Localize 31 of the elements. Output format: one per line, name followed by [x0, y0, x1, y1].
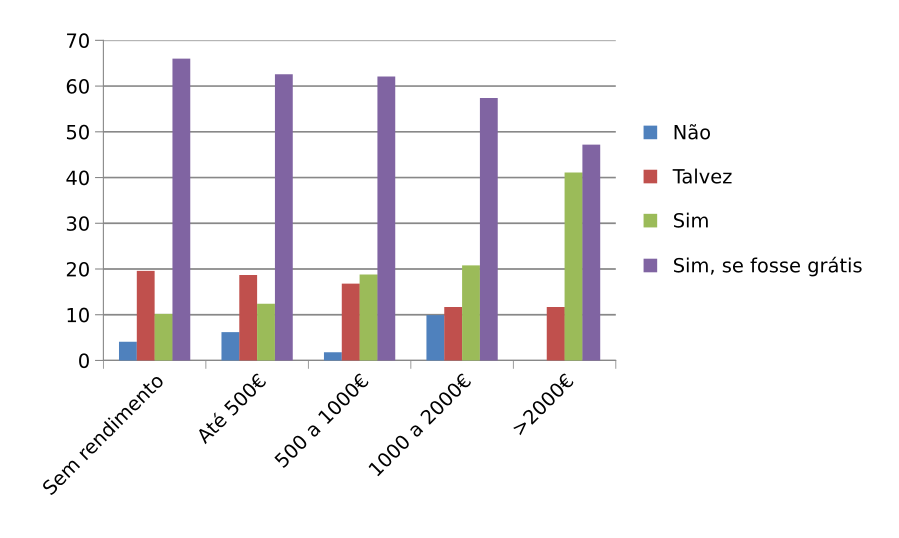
legend-label: Sim	[674, 212, 708, 228]
y-tick-label: 50	[66, 124, 89, 140]
y-tick-label: 20	[66, 262, 89, 277]
bar	[342, 284, 360, 360]
bar	[221, 332, 240, 360]
legend-label: Talvez	[672, 168, 732, 184]
bar	[324, 352, 342, 360]
y-tick-label: 60	[66, 79, 89, 94]
bar	[564, 172, 582, 360]
y-tick-label: 0	[79, 353, 89, 368]
bar	[426, 315, 444, 360]
y-tick-label: 10	[68, 308, 89, 322]
bar	[582, 144, 600, 360]
bar	[136, 270, 155, 360]
bar	[118, 342, 137, 360]
bar	[462, 265, 480, 360]
bar	[360, 274, 378, 360]
bar	[377, 76, 396, 360]
y-tick-label: 30	[66, 216, 89, 231]
bar	[154, 314, 172, 360]
bar	[172, 58, 190, 360]
bar	[444, 306, 462, 360]
bar	[546, 306, 565, 360]
bar	[239, 274, 258, 360]
legend-label: Não	[674, 124, 710, 140]
bar	[257, 304, 275, 360]
bar	[274, 74, 293, 360]
bar	[480, 98, 498, 360]
legend-label: Sim, se fosse grátis	[674, 256, 862, 276]
y-tick-label: 40	[66, 170, 89, 186]
y-tick-label: 70	[67, 33, 89, 48]
